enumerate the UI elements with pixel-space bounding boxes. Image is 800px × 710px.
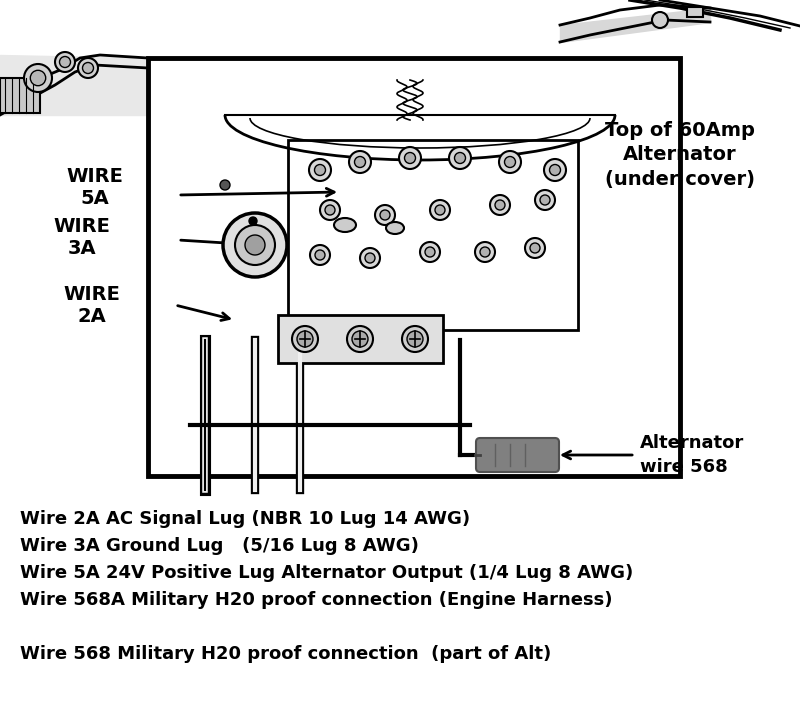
Text: Top of 60Amp
Alternator
(under cover): Top of 60Amp Alternator (under cover)	[605, 121, 755, 190]
FancyBboxPatch shape	[476, 438, 559, 472]
Text: Wire 568 Military H20 proof connection  (part of Alt): Wire 568 Military H20 proof connection (…	[20, 645, 551, 663]
Circle shape	[325, 205, 335, 215]
Circle shape	[454, 153, 466, 163]
Circle shape	[78, 58, 98, 78]
Circle shape	[297, 331, 313, 347]
Circle shape	[349, 151, 371, 173]
Bar	[278, 315, 443, 363]
Circle shape	[55, 52, 75, 72]
Text: Wire 3A Ground Lug   (5/16 Lug 8 AWG): Wire 3A Ground Lug (5/16 Lug 8 AWG)	[20, 537, 419, 555]
Circle shape	[430, 200, 450, 220]
Circle shape	[535, 190, 555, 210]
Circle shape	[652, 12, 668, 28]
Circle shape	[315, 250, 325, 260]
Circle shape	[380, 210, 390, 220]
Circle shape	[249, 217, 257, 225]
Bar	[148, 58, 680, 476]
Circle shape	[352, 331, 368, 347]
Text: WIRE
2A: WIRE 2A	[63, 285, 121, 325]
Circle shape	[449, 147, 471, 169]
Circle shape	[365, 253, 375, 263]
Text: Wire 2A AC Signal Lug (NBR 10 Lug 14 AWG): Wire 2A AC Signal Lug (NBR 10 Lug 14 AWG…	[20, 510, 470, 528]
Circle shape	[405, 153, 415, 163]
Circle shape	[235, 225, 275, 265]
Circle shape	[475, 242, 495, 262]
Circle shape	[550, 165, 561, 175]
Circle shape	[495, 200, 505, 210]
Ellipse shape	[386, 222, 404, 234]
Circle shape	[320, 200, 340, 220]
Circle shape	[82, 62, 94, 74]
Circle shape	[310, 245, 330, 265]
Circle shape	[245, 235, 265, 255]
Circle shape	[24, 64, 52, 92]
Circle shape	[360, 248, 380, 268]
Circle shape	[425, 247, 435, 257]
Circle shape	[435, 205, 445, 215]
Circle shape	[309, 159, 331, 181]
Circle shape	[220, 180, 230, 190]
Circle shape	[499, 151, 521, 173]
Circle shape	[480, 247, 490, 257]
Circle shape	[399, 147, 421, 169]
Circle shape	[292, 326, 318, 352]
Bar	[288, 140, 578, 330]
Circle shape	[490, 195, 510, 215]
Bar	[687, 7, 703, 17]
Text: Alternator
wire 568: Alternator wire 568	[640, 435, 744, 476]
Ellipse shape	[334, 218, 356, 232]
Circle shape	[505, 156, 515, 168]
Text: WIRE
3A: WIRE 3A	[54, 217, 110, 258]
Text: Wire 5A 24V Positive Lug Alternator Output (1/4 Lug 8 AWG): Wire 5A 24V Positive Lug Alternator Outp…	[20, 564, 634, 582]
Circle shape	[375, 205, 395, 225]
Circle shape	[540, 195, 550, 205]
Circle shape	[314, 165, 326, 175]
Circle shape	[30, 70, 46, 86]
Circle shape	[354, 156, 366, 168]
Text: Wire 568A Military H20 proof connection (Engine Harness): Wire 568A Military H20 proof connection …	[20, 591, 613, 609]
Bar	[0, 78, 40, 113]
Circle shape	[347, 326, 373, 352]
Circle shape	[530, 243, 540, 253]
Circle shape	[223, 213, 287, 277]
Circle shape	[420, 242, 440, 262]
Circle shape	[402, 326, 428, 352]
Circle shape	[544, 159, 566, 181]
Circle shape	[59, 57, 70, 67]
Text: WIRE
5A: WIRE 5A	[66, 168, 123, 209]
Circle shape	[525, 238, 545, 258]
Circle shape	[407, 331, 423, 347]
